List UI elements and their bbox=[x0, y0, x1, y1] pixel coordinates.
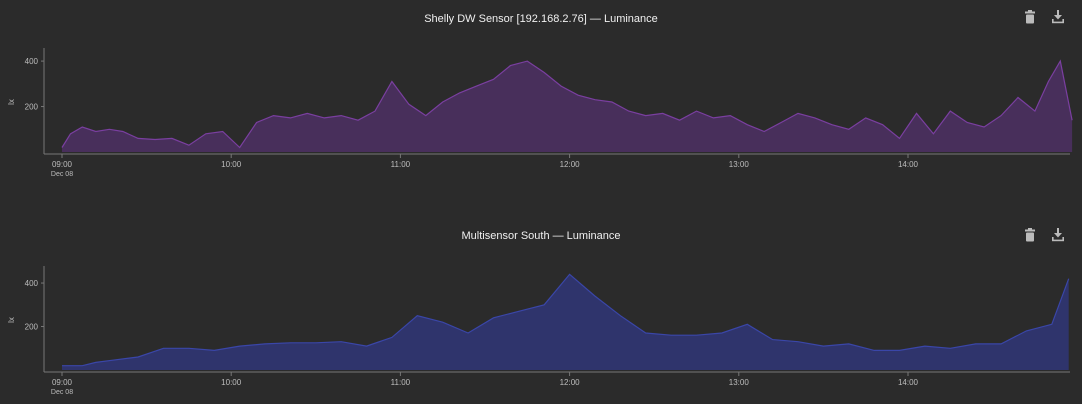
chart-actions bbox=[1024, 10, 1066, 26]
y-axis-label: lx bbox=[7, 99, 16, 105]
x-tick-label: 14:00 bbox=[898, 160, 919, 169]
x-tick-label: 12:00 bbox=[560, 378, 581, 387]
x-tick-label: 14:00 bbox=[898, 378, 919, 387]
y-tick-label: 400 bbox=[25, 279, 39, 288]
download-icon[interactable] bbox=[1052, 228, 1066, 244]
x-tick-label: 13:00 bbox=[729, 160, 750, 169]
series-area bbox=[62, 61, 1073, 152]
x-tick-label: 10:00 bbox=[221, 160, 242, 169]
x-tick-label: 12:00 bbox=[560, 160, 581, 169]
x-tick-label: 13:00 bbox=[729, 378, 750, 387]
trash-icon[interactable] bbox=[1024, 228, 1038, 244]
luminance-chart-multisensor: 200 400 lx 09:00 10:00 11:00 12:00 13:00 14:00 De… bbox=[7, 266, 1070, 396]
series-line bbox=[61, 59, 1073, 149]
chart-actions bbox=[1024, 228, 1066, 244]
y-tick-label: 200 bbox=[25, 323, 39, 332]
x-tick-label: 11:00 bbox=[391, 160, 411, 169]
chart-title: Multisensor South — Luminance bbox=[461, 230, 621, 242]
y-axis-label: lx bbox=[7, 317, 16, 323]
x-date-label: Dec 08 bbox=[51, 389, 73, 396]
x-tick-label: 09:00 bbox=[52, 378, 73, 387]
trash-icon[interactable] bbox=[1024, 10, 1038, 26]
download-icon[interactable] bbox=[1052, 10, 1066, 26]
x-tick-label: 10:00 bbox=[221, 378, 242, 387]
chart-panel-multisensor: Multisensor South — Luminance 200 400 lx 09… bbox=[0, 218, 1082, 404]
y-tick-label: 200 bbox=[25, 103, 39, 112]
series-line bbox=[62, 273, 1070, 367]
chart-panel-shelly: Shelly DW Sensor [192.168.2.76] — Lumina… bbox=[0, 0, 1082, 200]
y-tick-label: 400 bbox=[25, 57, 39, 66]
chart-title: Shelly DW Sensor [192.168.2.76] — Lumina… bbox=[424, 13, 658, 25]
series-area bbox=[62, 274, 1069, 370]
x-tick-label: 09:00 bbox=[52, 160, 73, 169]
luminance-chart-shelly: 200 400 lx 09:00 10:00 11:00 12:00 13:00 14:00 De… bbox=[7, 48, 1073, 178]
x-date-label: Dec 08 bbox=[51, 171, 73, 178]
x-tick-label: 11:00 bbox=[391, 378, 411, 387]
